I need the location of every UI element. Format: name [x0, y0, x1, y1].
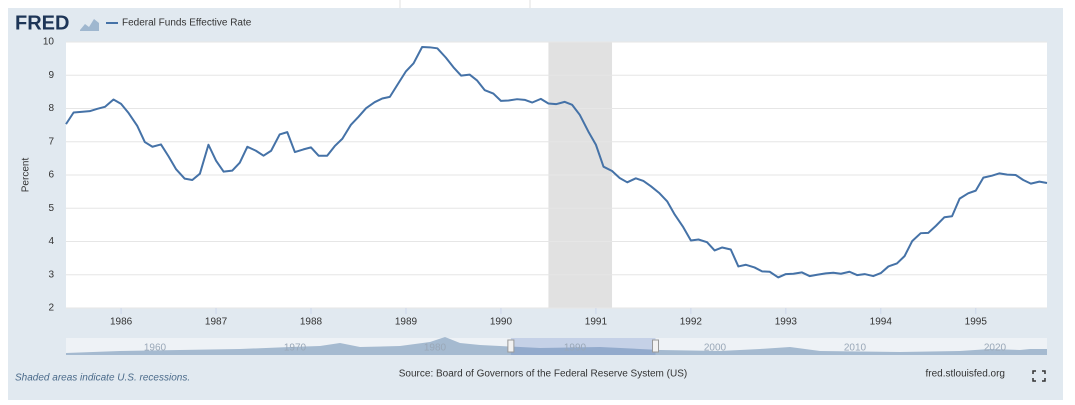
x-tick-label: 1989 [395, 317, 418, 328]
plot: 2 3 4 5 6 7 8 9 10 1986 1987 1988 1989 1990 1991 1992 19… [43, 37, 1048, 328]
navigator-tick-label: 1960 [144, 343, 167, 354]
x-tick-label: 1991 [585, 317, 608, 328]
navigator-series [66, 337, 1047, 355]
y-tick-label: 5 [48, 203, 54, 214]
logo: FRED [15, 12, 69, 34]
source: Source: Board of Governors of the Federa… [399, 369, 687, 380]
x-tick-label: 1993 [775, 317, 798, 328]
x-tick-label: 1995 [965, 317, 988, 328]
navigator-tick-label: 2000 [704, 343, 727, 354]
x-tick-label: 1990 [490, 317, 513, 328]
navigator-selection [510, 338, 656, 355]
x-tick-label: 1988 [300, 317, 323, 328]
navigator-handle[interactable] [652, 339, 659, 353]
x-tick-label: 1992 [680, 317, 703, 328]
y-tick-label: 2 [48, 303, 54, 314]
navigator-tick-label: 2020 [984, 343, 1007, 354]
navigator-tick-label: 1970 [284, 343, 307, 354]
note: Shaded areas indicate U.S. recessions. [15, 373, 190, 384]
y-tick-label: 3 [48, 269, 54, 280]
y-axis-label: Percent [21, 158, 32, 193]
y-tick-label: 9 [48, 70, 54, 81]
navigator: 1960 1970 1980 1990 2000 2010 2020 [144, 338, 1007, 355]
x-tick-label: 1987 [205, 317, 228, 328]
y-tick-label: 8 [48, 103, 54, 114]
legend-label: Federal Funds Effective Rate [122, 18, 252, 29]
navigator-tick-label: 1980 [424, 343, 447, 354]
y-tick-label: 6 [48, 170, 54, 181]
navigator-tick-label: 1990 [564, 343, 587, 354]
y-tick-label: 4 [48, 236, 54, 247]
x-tick-label: 1994 [870, 317, 893, 328]
y-tick-label: 10 [43, 37, 55, 48]
site: fred.stlouisfed.org [926, 369, 1006, 380]
series-line [65, 45, 1048, 279]
y-tick-label: 7 [48, 136, 54, 147]
navigator-tick-label: 2010 [844, 343, 867, 354]
logo-icon [80, 19, 99, 31]
fullscreen-icon[interactable] [1032, 370, 1046, 382]
x-tick-label: 1986 [110, 317, 133, 328]
navigator-handle[interactable] [507, 339, 515, 353]
